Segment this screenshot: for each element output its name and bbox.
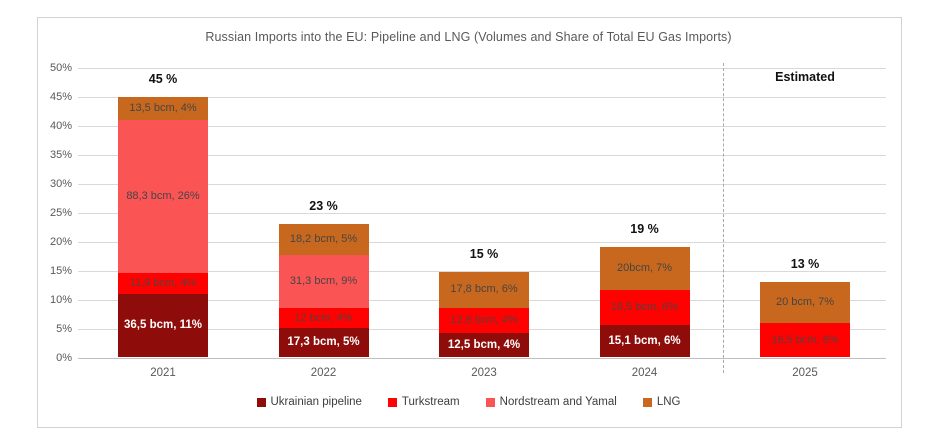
bar-segment-lng-2023: 17,8 bcm, 6% — [439, 272, 529, 308]
bar-segment-label: 36,5 bcm, 11% — [124, 319, 202, 332]
gridline-20% — [78, 241, 886, 243]
x-axis-label-2025: 2025 — [792, 366, 818, 379]
bar-segment-ukrainian-pipeline-2022: 17,3 bcm, 5% — [278, 328, 369, 358]
y-axis-tick-label: 45% — [49, 90, 72, 103]
y-axis-tick-label: 40% — [49, 119, 72, 132]
x-axis-label-2022: 2022 — [310, 366, 337, 379]
bar-segment-nordstream-and-yamal-2021: 88,3 bcm, 26% — [118, 119, 208, 274]
legend-swatch-icon — [642, 397, 652, 407]
legend-swatch-icon — [256, 397, 266, 407]
gridline-40% — [78, 125, 886, 127]
gridline-50% — [78, 67, 886, 69]
y-axis-tick-label: 10% — [49, 293, 72, 306]
legend-item-turkstream: Turkstream — [387, 396, 460, 408]
bar-segment-label: 20bcm, 7% — [616, 262, 673, 275]
bar-segment-ukrainian-pipeline-2024: 15,1 bcm, 6% — [599, 325, 690, 358]
gridline-15% — [78, 270, 886, 272]
bar-segment-nordstream-and-yamal-2022: 31,3 bcm, 9% — [278, 254, 369, 308]
bar-segment-lng-2021: 13,5 bcm, 4% — [118, 96, 208, 120]
y-axis-tick-label: 50% — [49, 61, 72, 74]
bar-segment-label: 13,5 bcm, 4% — [129, 101, 197, 114]
legend-item-lng: LNG — [642, 396, 681, 408]
legend-item-ukrainian-pipeline: Ukrainian pipeline — [256, 396, 362, 408]
legend-item-nordstream-and-yamal: Nordstream and Yamal — [485, 396, 617, 408]
bar-segment-turkstream-2023: 12,6 bcm, 4% — [439, 307, 529, 333]
bar-segment-label: 18,2 bcm, 5% — [289, 232, 358, 245]
bar-segment-label: 11,9 bcm, 4% — [129, 277, 197, 290]
bar-segment-turkstream-2025: 16,5 bcm, 6% — [760, 323, 850, 358]
legend-swatch-icon — [387, 397, 397, 407]
x-axis-label-2021: 2021 — [150, 366, 176, 379]
bar-segment-label: 20 bcm, 7% — [775, 296, 835, 309]
bar-segment-lng-2024: 20bcm, 7% — [599, 247, 690, 291]
gridline-0% — [78, 357, 886, 359]
estimated-divider-dashed-line — [723, 63, 724, 373]
y-axis-tick-label: 30% — [49, 177, 72, 190]
bar-segment-label: 16,5 bcm, 6% — [771, 333, 839, 346]
legend-label: Nordstream and Yamal — [499, 396, 617, 408]
y-axis-tick-label: 0% — [56, 351, 72, 364]
bar-segment-label: 12 bcm, 4% — [294, 311, 353, 324]
y-axis-tick-label: 20% — [49, 235, 72, 248]
x-axis-label-2023: 2023 — [471, 366, 497, 379]
bar-segment-label: 12,6 bcm, 4% — [450, 313, 518, 326]
gridline-35% — [78, 154, 886, 156]
bar-segment-label: 17,3 bcm, 5% — [287, 336, 360, 349]
x-axis-label-2024: 2024 — [631, 366, 658, 379]
legend-label: Ukrainian pipeline — [270, 396, 362, 408]
bar-segment-label: 88,3 bcm, 26% — [126, 190, 200, 203]
y-axis-tick-label: 15% — [49, 264, 72, 277]
bar-segment-turkstream-2022: 12 bcm, 4% — [278, 307, 369, 329]
bar-segment-lng-2025: 20 bcm, 7% — [760, 282, 850, 324]
legend-label: Turkstream — [401, 396, 460, 408]
legend-label: LNG — [656, 396, 681, 408]
bar-total-label-2024: 19 % — [630, 222, 659, 237]
y-axis-tick-label: 35% — [49, 148, 72, 161]
estimated-annotation: Estimated — [775, 70, 835, 84]
bar-segment-label: 31,3 bcm, 9% — [289, 274, 358, 287]
bar-segment-turkstream-2021: 11,9 bcm, 4% — [118, 273, 208, 295]
y-axis-tick-label: 5% — [56, 322, 72, 335]
chart-title: Russian Imports into the EU: Pipeline an… — [205, 30, 732, 44]
bar-total-label-2021: 45 % — [148, 71, 178, 86]
y-axis-tick-label: 25% — [49, 206, 72, 219]
bar-segment-ukrainian-pipeline-2023: 12,5 bcm, 4% — [439, 332, 529, 358]
chart-legend: Ukrainian pipeline Turkstream Nordstream a… — [37, 396, 900, 408]
gridline-45% — [78, 96, 886, 98]
bar-total-label-2023: 15 % — [469, 247, 499, 262]
gridline-25% — [78, 212, 886, 214]
bar-segment-label: 16,5 bcm, 6% — [610, 301, 679, 314]
bar-segment-label: 17,8 bcm, 6% — [450, 283, 518, 296]
bar-segment-ukrainian-pipeline-2021: 36,5 bcm, 11% — [118, 294, 208, 358]
bar-segment-lng-2022: 18,2 bcm, 5% — [278, 224, 369, 255]
bar-total-label-2022: 23 % — [309, 199, 338, 214]
bar-segment-turkstream-2024: 16,5 bcm, 6% — [599, 290, 690, 326]
gridline-30% — [78, 183, 886, 185]
bar-segment-label: 12,5 bcm, 4% — [447, 338, 521, 351]
legend-swatch-icon — [485, 397, 495, 407]
bar-total-label-2025: 13 % — [790, 257, 820, 272]
bar-segment-label: 15,1 bcm, 6% — [608, 334, 681, 347]
